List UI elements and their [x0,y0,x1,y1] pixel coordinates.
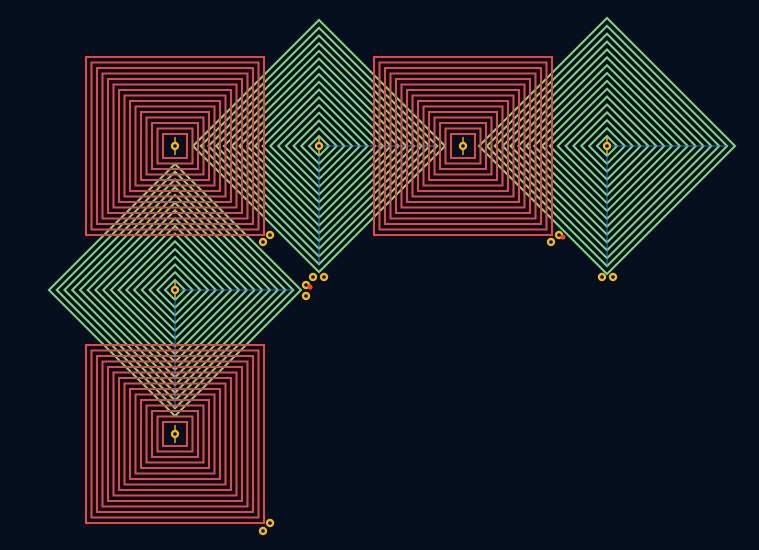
coil-turn [84,55,266,237]
coil-turn [378,61,548,231]
coil-turn [422,105,504,187]
coil-1 [84,55,275,247]
coil-turn [438,121,488,171]
terminal-pad [319,272,329,282]
via [560,234,566,240]
coil-turn [117,88,233,204]
coil-turn [95,354,255,514]
coil-turn [90,349,260,519]
coil-turn [161,132,189,160]
coil-turn [84,343,266,525]
coil-turn [372,55,554,237]
coil-turn [156,127,194,165]
coil-turn [101,360,249,508]
coil-turn [191,18,447,274]
coil-turn [444,127,482,165]
center-pad [602,141,612,151]
coil-turn [485,24,729,268]
coil-layer [47,16,737,536]
coil-turn [199,26,439,266]
coil-turn [90,61,260,231]
coil-4 [477,16,737,282]
coil-turn [139,110,211,182]
coil-turn [128,387,222,481]
coil-turn [389,72,537,220]
terminal-pad [546,237,556,247]
coil-3 [372,55,564,247]
terminal-pad [597,272,607,282]
terminal-pad [258,237,268,247]
coil-turn [449,132,477,160]
coil-turn [145,404,205,464]
coil-turn [95,66,255,226]
coil-turn [106,365,244,503]
coil-turn [411,94,515,198]
center-pad [170,429,180,439]
coil-turn [405,88,521,204]
coil-turn [112,83,238,209]
coil-turn [55,170,295,410]
coil-turn [156,415,194,453]
coil-turn [145,116,205,176]
coil-turn [139,398,211,470]
coil-turn [150,121,200,171]
coil-turn [112,371,238,497]
coil-turn [101,72,249,220]
terminal-pad [608,272,618,282]
coil-turn [123,382,227,486]
coil-turn [477,16,737,276]
coil-turn [383,66,543,226]
terminal-pad [265,518,275,528]
center-pad [170,141,180,151]
coil-turn [150,409,200,459]
coil-turn [134,393,216,475]
coil-turn [123,94,227,198]
coil-turn [394,77,532,215]
center-pad [314,141,324,151]
coil-turn [161,420,189,448]
coil-turn [427,110,499,182]
terminal-pad [265,230,275,240]
coil-6 [84,343,275,536]
coil-turn [433,116,493,176]
coil-turn [117,376,233,492]
coil-5 [47,162,311,418]
center-pad [458,141,468,151]
coil-turn [106,77,244,215]
coil-turn [134,105,216,187]
coil-turn [400,83,526,209]
via [307,284,313,290]
terminal-pad [258,526,268,536]
coil-turn [128,99,222,193]
coil-2 [191,18,447,282]
center-pad [170,285,180,295]
terminal-pad [308,272,318,282]
coil-turn [416,99,510,193]
terminal-pad [301,291,311,301]
